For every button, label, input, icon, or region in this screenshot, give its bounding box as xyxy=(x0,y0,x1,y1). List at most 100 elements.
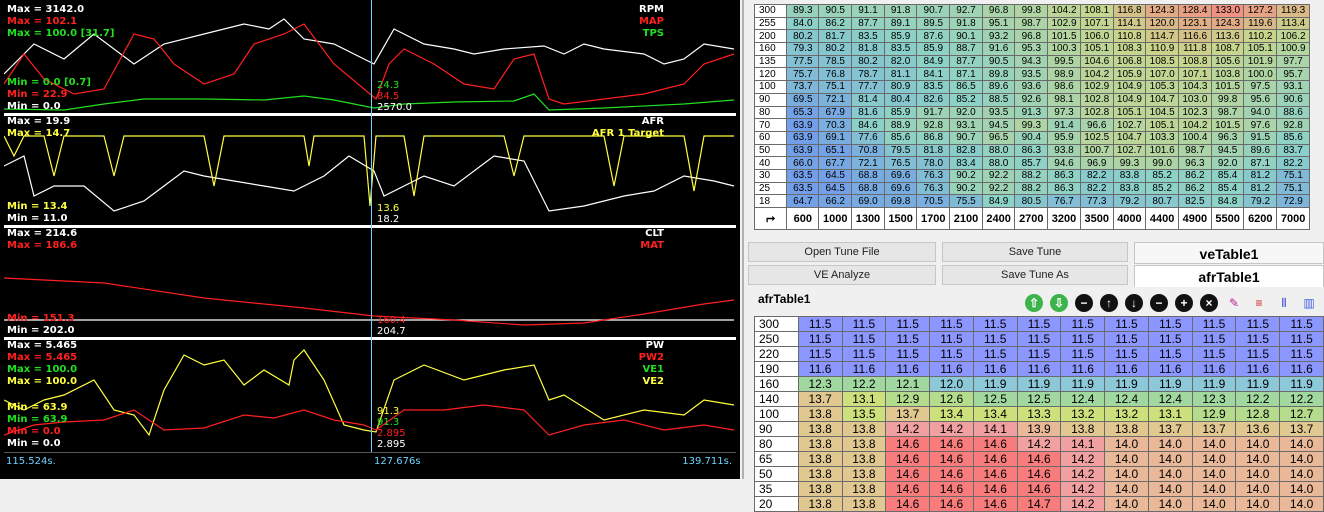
ve-cell[interactable]: 89.6 xyxy=(1243,143,1278,158)
ve-x-axis-cell[interactable]: 2700 xyxy=(1014,207,1049,230)
afr-cell[interactable]: 14.6 xyxy=(885,436,931,452)
afr-cell[interactable]: 11.5 xyxy=(841,346,887,362)
ve-cell[interactable]: 84.9 xyxy=(916,54,951,69)
ve-cell[interactable]: 90.7 xyxy=(949,130,983,145)
ve-cell[interactable]: 106.0 xyxy=(1079,29,1114,44)
afr-cell[interactable]: 13.1 xyxy=(1147,406,1193,422)
ve-cell[interactable]: 83.5 xyxy=(916,80,951,94)
afr-cell[interactable]: 11.5 xyxy=(797,316,843,332)
ve-cell[interactable]: 88.2 xyxy=(1014,181,1049,196)
ve-cell[interactable]: 68.8 xyxy=(851,181,885,196)
ve-cell[interactable]: 90.1 xyxy=(949,29,983,44)
ve-cell[interactable]: 91.8 xyxy=(949,16,983,31)
ve-cell[interactable]: 91.3 xyxy=(1014,105,1049,120)
ve-cell[interactable]: 100.3 xyxy=(1047,42,1081,56)
ve-cell[interactable]: 85.9 xyxy=(883,29,918,44)
afr-cell[interactable]: 14.6 xyxy=(929,496,974,512)
ve-cell[interactable]: 85.9 xyxy=(916,42,951,56)
afr-cell[interactable]: 14.6 xyxy=(885,481,931,497)
ve-cell[interactable]: 81.8 xyxy=(916,143,951,158)
afr-y-axis-cell[interactable]: 190 xyxy=(754,361,799,377)
ve-cell[interactable]: 107.1 xyxy=(1079,16,1114,31)
ve-cell[interactable]: 93.6 xyxy=(1014,80,1049,94)
afr-cell[interactable]: 13.8 xyxy=(841,466,887,482)
afr-cell[interactable]: 14.0 xyxy=(1279,481,1324,497)
ve-cell[interactable]: 69.8 xyxy=(883,194,918,208)
clt-mat-graph[interactable]: Max = 214.6 Max = 186.6 Min = 151.3 Min = 2… xyxy=(4,228,736,337)
ve-cell[interactable]: 69.1 xyxy=(818,130,853,145)
rpm-map-tps-graph[interactable]: Max = 3142.0 Max = 102.1 Max = 100.0 [31.7… xyxy=(4,4,736,113)
ve-cell[interactable]: 63.9 xyxy=(786,118,820,132)
afr-y-axis-cell[interactable]: 80 xyxy=(754,436,799,452)
ve-cell[interactable]: 102.8 xyxy=(1079,92,1114,107)
afr-cell[interactable]: 13.2 xyxy=(1060,406,1106,422)
afr-cell[interactable]: 11.5 xyxy=(797,346,843,362)
ve-cell[interactable]: 103.3 xyxy=(1145,130,1180,145)
ve-y-axis-cell[interactable]: 70 xyxy=(753,118,788,132)
afr-cell[interactable]: 13.8 xyxy=(797,481,843,497)
ve-cell[interactable]: 67.7 xyxy=(818,156,853,170)
ve-cell[interactable]: 64.7 xyxy=(786,194,820,208)
afr-cell[interactable]: 13.8 xyxy=(797,496,843,512)
pen-icon[interactable]: ✎ xyxy=(1228,296,1240,310)
ve-cell[interactable]: 87.1 xyxy=(1243,156,1278,170)
ve-cell[interactable]: 79.3 xyxy=(786,42,820,56)
ve-cell[interactable]: 92.7 xyxy=(949,4,983,18)
afr-cell[interactable]: 11.5 xyxy=(1104,331,1149,347)
afr-cell[interactable]: 11.5 xyxy=(1235,331,1281,347)
afr-cell[interactable]: 13.7 xyxy=(1147,421,1193,437)
afr-cell[interactable]: 11.5 xyxy=(797,331,843,347)
afr-cell[interactable]: 13.8 xyxy=(797,466,843,482)
ve-cell[interactable]: 98.7 xyxy=(1014,16,1049,31)
ve-cell[interactable]: 90.5 xyxy=(818,4,853,18)
ve-cell[interactable]: 102.8 xyxy=(1079,105,1114,120)
ve-cell[interactable]: 68.8 xyxy=(851,168,885,183)
afr-cell[interactable]: 14.0 xyxy=(1147,451,1193,467)
afr-cell[interactable]: 11.6 xyxy=(841,361,887,377)
ve-cell[interactable]: 99.0 xyxy=(1145,156,1180,170)
ve-cell[interactable]: 92.2 xyxy=(981,181,1016,196)
ve-cell[interactable]: 104.7 xyxy=(1145,92,1180,107)
ve-cell[interactable]: 99.8 xyxy=(1014,4,1049,18)
afr-cell[interactable]: 14.0 xyxy=(1235,496,1281,512)
ve-x-axis-cell[interactable]: 7000 xyxy=(1276,207,1310,230)
ve-cell[interactable]: 100.9 xyxy=(1276,42,1310,56)
afr-cell[interactable]: 14.7 xyxy=(1016,496,1062,512)
afr-cell[interactable]: 13.4 xyxy=(972,406,1018,422)
ve-cell[interactable]: 90.6 xyxy=(1276,92,1310,107)
ve-cell[interactable]: 76.3 xyxy=(916,181,951,196)
ve-cell[interactable]: 85.4 xyxy=(1210,168,1245,183)
afr-cell[interactable]: 13.1 xyxy=(841,391,887,407)
ve-cell[interactable]: 96.6 xyxy=(1079,118,1114,132)
afr-cell[interactable]: 11.5 xyxy=(1147,346,1193,362)
ve-x-axis-cell[interactable]: 2400 xyxy=(981,207,1016,230)
ve-cell[interactable]: 91.7 xyxy=(916,105,951,120)
ve-cell[interactable]: 86.2 xyxy=(1178,168,1212,183)
ve-cell[interactable]: 110.2 xyxy=(1243,29,1278,44)
ve-cell[interactable]: 101.9 xyxy=(1243,54,1278,69)
ve-cell[interactable]: 83.7 xyxy=(1276,143,1310,158)
ve-cell[interactable]: 77.7 xyxy=(851,80,885,94)
ve-cell[interactable]: 90.2 xyxy=(949,181,983,196)
afr-cell[interactable]: 14.2 xyxy=(929,421,974,437)
ve-cell[interactable]: 83.8 xyxy=(1112,181,1147,196)
ve-cell[interactable]: 91.4 xyxy=(1047,118,1081,132)
ve-cell[interactable]: 96.3 xyxy=(1178,156,1212,170)
afr-y-axis-cell[interactable]: 65 xyxy=(754,451,799,467)
afr-cell[interactable]: 13.8 xyxy=(797,436,843,452)
ve-cell[interactable]: 82.8 xyxy=(949,143,983,158)
ve-cell[interactable]: 104.6 xyxy=(1079,54,1114,69)
afr-cell[interactable]: 14.0 xyxy=(1104,451,1149,467)
ve-cell[interactable]: 102.3 xyxy=(1178,105,1212,120)
ve-table-grid[interactable]: 300 89.3 90.5 91.1 91.8 90.7 92.7 96.8 99.8 104.2… xyxy=(753,4,1310,230)
afr-y-axis-cell[interactable]: 20 xyxy=(754,496,799,512)
tab-vetable1[interactable]: veTable1 xyxy=(1134,242,1324,264)
ve-cell[interactable]: 99.3 xyxy=(1112,156,1147,170)
afr-cell[interactable]: 13.8 xyxy=(1104,421,1149,437)
up-green-icon[interactable]: ⇧ xyxy=(1025,294,1043,312)
afr-cell[interactable]: 11.6 xyxy=(972,361,1018,377)
ve-cell[interactable]: 77.6 xyxy=(851,130,885,145)
ve-cell[interactable]: 63.5 xyxy=(786,181,820,196)
afr-cell[interactable]: 11.9 xyxy=(1060,376,1106,392)
ve-cell[interactable]: 92.8 xyxy=(916,118,951,132)
